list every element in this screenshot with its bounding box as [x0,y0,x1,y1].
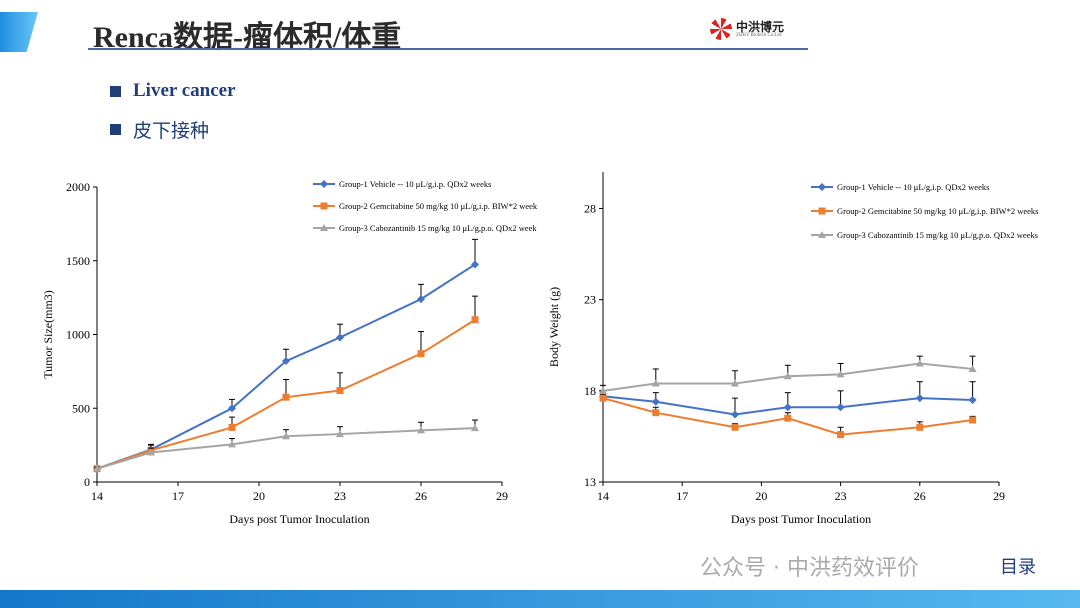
bullet-item: Liver cancer [110,80,236,102]
triangle-marker [731,379,739,387]
triangle-marker [336,430,344,438]
diamond-marker [731,410,739,419]
triangle-marker [147,448,155,456]
diamond-marker [471,260,479,269]
diamond-marker [282,357,290,366]
y-tick-label: 28 [584,201,596,215]
square-marker [818,207,826,215]
square-marker [417,350,425,358]
triangle-marker [599,386,607,394]
y-tick-label: 1000 [66,328,90,342]
company-logo: 中洪博元 ZHBY Biotech Co.Ltd [710,18,784,40]
logo-name: 中洪博元 [736,19,785,34]
y-tick-label: 18 [584,384,596,398]
triangle-marker [915,359,924,367]
triangle-marker [783,372,792,380]
triangle-marker [228,440,236,448]
x-tick-label: 29 [993,489,1005,503]
square-marker [916,423,924,431]
diamond-marker [915,394,924,403]
legend-label: Group-2 Gemcitabine 50 mg/kg 10 μL/g,i.p… [339,201,538,211]
x-axis-label: Days post Tumor Inoculation [731,512,871,526]
x-tick-label: 29 [496,489,508,503]
x-tick-label: 26 [914,489,926,503]
x-tick-label: 17 [172,489,184,503]
bullet-text: 皮下接种 [133,121,210,142]
diamond-marker [228,404,236,413]
footer-bar [0,590,1080,608]
y-tick-label: 0 [84,475,90,489]
square-marker [784,414,792,422]
diamond-marker [818,183,826,191]
watermark: 公众号 · 中洪药效评价 [700,556,919,581]
logo-sub: ZHBY Biotech Co.Ltd [736,32,782,38]
triangle-marker [417,426,425,434]
legend-label: Group-3 Cabozantinib 15 mg/kg 10 μL/g,p.… [837,230,1038,240]
x-tick-label: 17 [676,489,688,503]
triangle-marker [651,379,660,387]
x-tick-label: 20 [253,489,265,503]
bullet-square-icon [110,85,121,97]
square-marker [652,409,660,417]
square-marker [471,316,479,324]
square-marker [320,202,328,210]
y-tick-label: 2000 [66,180,90,194]
x-tick-label: 14 [597,489,609,503]
triangle-marker [836,370,845,378]
bullet-square-icon [110,124,121,135]
x-axis-label: Days post Tumor Inoculation [229,512,369,526]
x-tick-label: 23 [334,489,346,503]
y-axis-label: Body Weight (g) [547,287,561,367]
square-marker [282,393,290,401]
diamond-marker [336,333,344,342]
diamond-marker [836,403,845,412]
triangle-marker [93,464,101,472]
square-marker [599,394,607,402]
y-tick-label: 500 [72,401,90,415]
square-marker [731,423,739,431]
bullet-item: 皮下接种 [110,116,209,143]
diamond-marker [320,180,328,188]
header-accent [0,12,38,52]
triangle-marker [968,364,977,372]
triangle-marker [320,224,328,231]
x-tick-label: 14 [91,489,103,503]
diamond-marker [783,403,792,412]
y-tick-label: 23 [584,293,596,307]
logo-icon [710,18,732,40]
diamond-marker [968,395,977,404]
x-tick-label: 23 [835,489,847,503]
square-marker [228,423,236,431]
square-marker [837,431,845,439]
bullet-text: Liver cancer [133,80,236,101]
legend-label: Group-1 Vehicle -- 10 μL/g,i.p. QDx2 wee… [339,179,491,189]
square-marker [336,387,344,395]
y-tick-label: 13 [584,475,596,489]
square-marker [969,416,977,424]
diamond-marker [417,295,425,304]
legend-label: Group-1 Vehicle -- 10 μL/g,i.p. QDx2 wee… [837,182,989,192]
legend-label: Group-2 Gemcitabine 50 mg/kg 10 μL/g,i.p… [837,206,1038,216]
title-divider [88,48,808,50]
diamond-marker [651,397,660,406]
y-tick-label: 1500 [66,254,90,268]
triangle-marker [818,231,826,238]
body-weight-chart: 14 17 20 23 26 29 13 18 23 28 Days post Tumor Inoc… [547,172,1038,526]
legend-label: Group-3 Cabozantinib 15 mg/kg 10 μL/g,p.… [339,223,537,233]
tumor-volume-chart: 14 17 20 23 26 29 0 500 1000 1500 2000 Days post Tu… [41,179,538,526]
triangle-marker [471,424,479,432]
x-tick-label: 26 [415,489,427,503]
x-tick-label: 20 [755,489,767,503]
toc-link[interactable]: 目录 [1000,557,1036,578]
triangle-marker [282,432,290,440]
y-axis-label: Tumor Size(mm3) [41,290,55,379]
